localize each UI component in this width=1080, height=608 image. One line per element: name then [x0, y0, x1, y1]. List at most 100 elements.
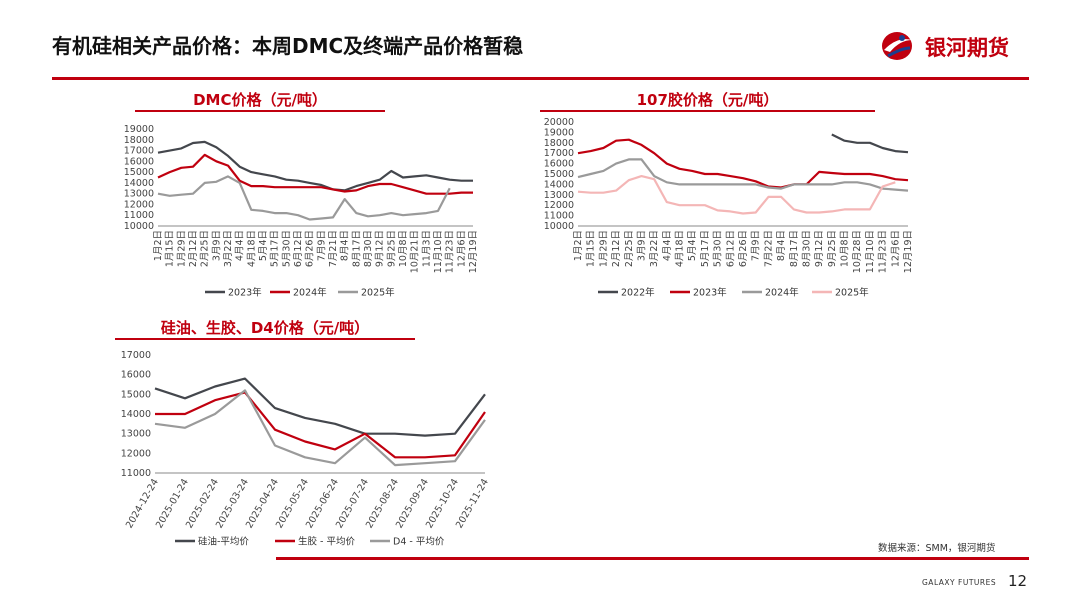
x-tick-label: 11月23日	[878, 230, 889, 273]
y-tick-label: 13000	[544, 190, 574, 201]
x-tick-label: 9月12日	[375, 230, 386, 267]
y-tick-label: 10000	[124, 221, 154, 232]
x-tick-label: 4月4日	[235, 230, 246, 261]
x-tick-label: 8月17日	[789, 230, 800, 267]
y-tick-label: 11000	[121, 468, 151, 479]
y-tick-label: 11000	[544, 211, 574, 222]
y-tick-label: 14000	[121, 409, 151, 420]
data-source-note: 数据来源：SMM，银河期货	[878, 543, 996, 554]
page-number: 12	[1008, 572, 1028, 590]
legend-label: 2023年	[693, 287, 727, 299]
x-tick-label: 10月28日	[852, 230, 863, 273]
x-tick-label: 11月23日	[445, 230, 456, 273]
x-tick-label: 1月15日	[586, 230, 597, 267]
series-line-2	[577, 158, 909, 192]
y-tick-label: 17000	[124, 146, 154, 157]
y-tick-label: 15000	[124, 167, 154, 178]
y-tick-label: 18000	[124, 135, 154, 146]
x-tick-label: 8月4日	[340, 230, 351, 261]
y-tick-label: 20000	[544, 117, 574, 128]
series-line-2	[157, 175, 451, 221]
y-tick-label: 14000	[124, 178, 154, 189]
legend-label: 2024年	[765, 287, 799, 299]
header-rule	[52, 77, 1029, 80]
x-tick-label: 3月22日	[223, 230, 234, 267]
footer-rule	[276, 557, 1029, 560]
series-line-1	[577, 138, 909, 189]
series-line-1	[157, 153, 473, 195]
legend-label: 生胶 - 平均价	[298, 536, 355, 548]
footer-brand: GALAXY FUTURES	[922, 578, 997, 587]
y-tick-label: 19000	[124, 124, 154, 135]
y-tick-label: 12000	[121, 448, 151, 459]
legend-label: 2024年	[293, 287, 327, 299]
y-tick-label: 19000	[544, 127, 574, 138]
chart-title-107: 107胶价格（元/吨）	[636, 91, 779, 109]
x-tick-label: 7月9日	[316, 230, 327, 261]
x-tick-label: 1月15日	[165, 230, 176, 267]
y-tick-label: 14000	[544, 179, 574, 190]
x-tick-label: 3月9日	[211, 230, 222, 261]
x-tick-label: 2月12日	[611, 230, 622, 267]
x-tick-label: 1月2日	[153, 230, 164, 261]
series-line-1	[155, 391, 486, 459]
legend-label: 2022年	[621, 287, 655, 299]
series-line-2	[154, 389, 486, 467]
x-tick-label: 12月19日	[468, 230, 479, 273]
chart-title-dmc: DMC价格（元/吨）	[193, 91, 327, 109]
x-tick-label: 4月4日	[662, 230, 673, 261]
x-tick-label: 12月19日	[903, 230, 914, 273]
series-line-0	[831, 133, 909, 154]
brand-name: 银河期货	[925, 36, 1009, 60]
y-tick-label: 11000	[124, 210, 154, 221]
y-tick-label: 15000	[544, 169, 574, 180]
y-tick-label: 12000	[124, 199, 154, 210]
x-tick-label: 8月17日	[351, 230, 362, 267]
legend-label: 2025年	[835, 287, 869, 299]
y-tick-label: 16000	[544, 159, 574, 170]
x-tick-label: 5月4日	[687, 230, 698, 261]
y-tick-label: 16000	[121, 370, 151, 381]
y-tick-label: 17000	[121, 350, 151, 361]
x-tick-label: 4月18日	[675, 230, 686, 267]
glue107-price-chart: 1000011000120001300014000150001600017000…	[544, 117, 914, 299]
x-tick-label: 5月17日	[270, 230, 281, 267]
x-tick-label: 1月29日	[176, 230, 187, 267]
chart-title-rule-107	[540, 110, 875, 112]
x-tick-label: 8月30日	[801, 230, 812, 267]
x-tick-label: 5月30日	[713, 230, 724, 267]
legend-label: 2025年	[361, 287, 395, 299]
series-line-3	[577, 175, 896, 215]
x-tick-label: 7月9日	[751, 230, 762, 261]
x-tick-label: 2月25日	[200, 230, 211, 267]
x-tick-label: 1月29日	[598, 230, 609, 267]
x-tick-label: 11月3日	[421, 230, 432, 267]
x-tick-label: 7月22日	[763, 230, 774, 267]
x-tick-label: 3月22日	[649, 230, 660, 267]
galaxy-logo-icon	[882, 32, 912, 60]
x-tick-label: 9月25日	[827, 230, 838, 267]
x-tick-label: 6月26日	[738, 230, 749, 267]
x-tick-label: 11月10日	[865, 230, 876, 273]
x-tick-label: 7月21日	[328, 230, 339, 267]
x-tick-label: 5月17日	[700, 230, 711, 267]
y-tick-label: 18000	[544, 138, 574, 149]
x-tick-label: 5月4日	[258, 230, 269, 261]
x-tick-label: 9月12日	[814, 230, 825, 267]
series-line-0	[154, 377, 486, 437]
chart-title-rule-dmc	[135, 110, 385, 112]
x-tick-label: 8月30日	[363, 230, 374, 267]
x-tick-label: 9月25日	[386, 230, 397, 267]
chart-title-rule-silicone	[115, 338, 415, 340]
x-tick-label: 5月30日	[281, 230, 292, 267]
x-tick-label: 10月21日	[410, 230, 421, 273]
x-tick-label: 6月26日	[305, 230, 316, 267]
y-tick-label: 13000	[124, 189, 154, 200]
y-tick-label: 10000	[544, 221, 574, 232]
x-tick-label: 4月18日	[246, 230, 257, 267]
chart-title-silicone: 硅油、生胶、D4价格（元/吨）	[160, 319, 370, 337]
x-tick-label: 2月12日	[188, 230, 199, 267]
x-tick-label: 10月8日	[398, 230, 409, 267]
x-tick-label: 10月8日	[840, 230, 851, 267]
x-tick-label: 6月12日	[293, 230, 304, 267]
